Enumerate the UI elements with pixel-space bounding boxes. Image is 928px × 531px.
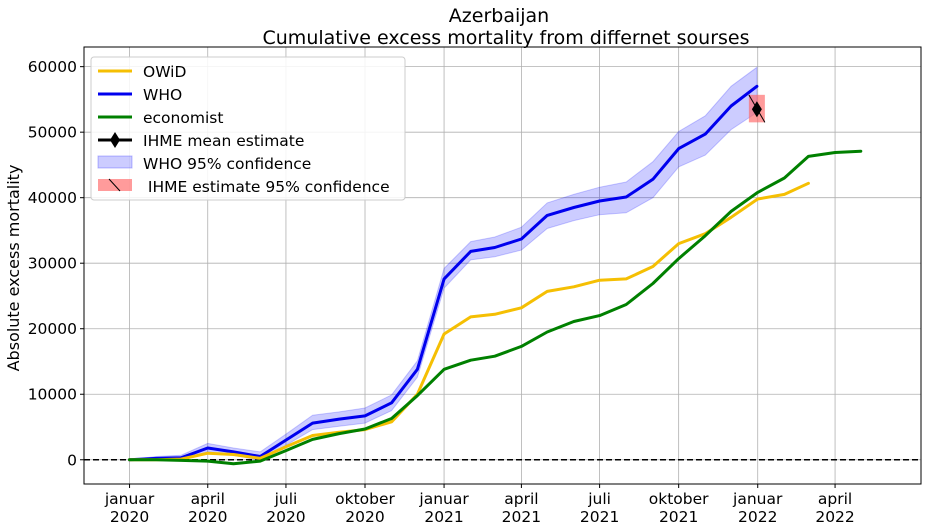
series-line-owid — [128, 181, 810, 462]
x-tick-label: april — [818, 490, 852, 508]
series-line-who — [128, 84, 759, 462]
y-axis-label: Absolute excess mortality — [4, 165, 23, 372]
y-tick-label: 30000 — [28, 255, 77, 273]
y-tick-label: 40000 — [28, 189, 77, 207]
x-tick-label: 2020 — [266, 508, 305, 526]
legend-label-who: WHO — [143, 86, 182, 104]
legend-label-economist: economist — [143, 109, 223, 127]
x-tick-label: 2021 — [580, 508, 619, 526]
x-tick-label: januar — [418, 490, 469, 508]
y-tick-label: 10000 — [28, 386, 77, 404]
x-tick-label: 2020 — [345, 508, 384, 526]
x-tick-label: 2020 — [188, 508, 227, 526]
ihme-mean-marker — [751, 101, 762, 118]
legend-label-ihme-confidence: IHME estimate 95% confidence — [143, 178, 390, 196]
legend-swatch-ihme-mean-marker — [110, 132, 120, 148]
who-confidence-band — [129, 66, 758, 461]
y-tick-label: 20000 — [28, 320, 77, 338]
x-tick-label: januar — [104, 490, 155, 508]
legend-swatch-ihme-confidence-diagonal — [108, 178, 121, 192]
x-axis: januar2020april2020juli2020oktober2020ja… — [104, 484, 855, 526]
x-tick-label: 2021 — [659, 508, 698, 526]
plot-series — [84, 66, 921, 466]
x-tick-label: 2021 — [502, 508, 541, 526]
x-tick-label: 2022 — [738, 508, 777, 526]
x-tick-label: 2020 — [110, 508, 149, 526]
legend-label-ihme-mean: IHME mean estimate — [143, 132, 304, 150]
legend-swatch-who-confidence — [97, 155, 133, 169]
plot-frame — [83, 46, 922, 485]
y-tick-label: 50000 — [28, 124, 77, 142]
x-tick-label: oktober — [649, 490, 709, 508]
y-axis: 0 10000 20000 30000 40000 50000 60000 — [28, 58, 84, 469]
y-tick-label: 0 — [67, 451, 77, 469]
x-tick-label: april — [504, 490, 538, 508]
y-tick-label: 60000 — [28, 58, 77, 76]
series-line-economist — [128, 149, 863, 466]
legend-label-owid: OWiD — [143, 63, 186, 81]
legend-label-who-confidence: WHO 95% confidence — [143, 155, 311, 173]
x-tick-label: januar — [732, 490, 783, 508]
chart-title: Azerbaijan — [449, 5, 549, 27]
chart-subtitle: Cumulative excess mortality from differn… — [263, 27, 750, 49]
x-tick-label: 2021 — [424, 508, 463, 526]
x-tick-label: juli — [587, 490, 611, 508]
legend: OWiD WHO economist IHME mean estimate WH… — [90, 56, 406, 201]
x-tick-label: april — [191, 490, 225, 508]
x-tick-label: juli — [274, 490, 298, 508]
x-tick-label: 2022 — [815, 508, 854, 526]
legend-frame — [90, 56, 406, 201]
x-tick-label: oktober — [335, 490, 395, 508]
